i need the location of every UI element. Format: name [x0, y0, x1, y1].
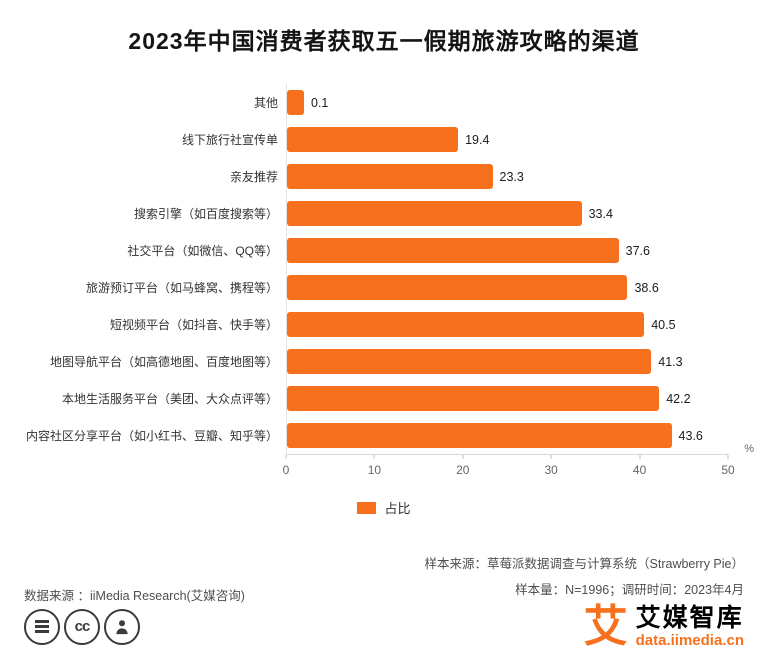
bar-track: 38.6 — [286, 269, 728, 306]
x-tick-label: 0 — [282, 463, 290, 477]
bar-rows: 其他 0.1 线下旅行社宣传单 19.4 亲友推荐 23.3 搜索引擎（如百度搜索等） 33.… — [24, 84, 744, 454]
bar-track: 23.3 — [286, 158, 728, 195]
value-label: 38.6 — [634, 280, 659, 295]
x-tick-mark — [462, 455, 464, 459]
value-label: 42.2 — [666, 391, 691, 406]
bar-track: 37.6 — [286, 232, 728, 269]
iimedia-logo-mark-icon: 艾 — [583, 601, 628, 651]
category-label: 内容社区分享平台（如小红书、豆瓣、知乎等） — [25, 429, 278, 443]
value-label: 43.6 — [678, 428, 703, 443]
bar-track: 40.5 — [286, 306, 728, 343]
x-axis: % 0 10 20 30 40 50 — [24, 443, 754, 480]
x-tick-label: 10 — [367, 463, 382, 477]
sample-info-text: 样本量：N=1996；调研时间：2023年4月 — [515, 583, 744, 598]
cc-icon: cc — [64, 608, 100, 645]
sample-source-block: 样本来源：草莓派数据调查与计算系统（Strawberry Pie） 样本量：N=… — [425, 551, 744, 604]
bar-track: 41.3 — [286, 343, 728, 380]
logo-name: 艾媒智库 — [635, 603, 744, 632]
value-label: 0.1 — [311, 95, 329, 110]
category-label: 线下旅行社宣传单 — [181, 133, 278, 147]
category-label: 本地生活服务平台（美团、大众点评等） — [61, 392, 278, 406]
bar-track: 33.4 — [286, 195, 728, 232]
license-icons: cc — [24, 608, 140, 645]
bar — [287, 90, 304, 115]
bar-row: 地图导航平台（如高德地图、百度地图等） 41.3 — [24, 343, 744, 380]
axis-spacer — [24, 454, 286, 480]
category-label: 旅游预订平台（如马蜂窝、携程等） — [85, 281, 278, 295]
category-label: 地图导航平台（如高德地图、百度地图等） — [49, 355, 278, 369]
bar-row: 搜索引擎（如百度搜索等） 33.4 — [24, 195, 744, 232]
data-source-text: 数据来源 ：iiMedia Research(艾媒咨询) — [24, 588, 245, 603]
value-label: 19.4 — [465, 132, 490, 147]
category-label: 其他 — [253, 96, 278, 110]
bar — [287, 275, 628, 300]
menu-lines-icon — [24, 608, 60, 645]
bar-track: 0.1 — [286, 84, 728, 121]
legend-swatch — [357, 501, 377, 514]
bar-row: 内容社区分享平台（如小红书、豆瓣、知乎等） 43.6 — [24, 417, 744, 454]
bar — [287, 312, 645, 337]
bar-track: 42.2 — [286, 380, 728, 417]
bar-row: 短视频平台（如抖音、快手等） 40.5 — [24, 306, 744, 343]
sample-source-text: 样本来源：草莓派数据调查与计算系统（Strawberry Pie） — [424, 557, 744, 571]
bar-row: 旅游预订平台（如马蜂窝、携程等） 38.6 — [24, 269, 744, 306]
bar-row: 亲友推荐 23.3 — [24, 158, 744, 195]
legend: 占比 — [24, 498, 744, 517]
bar-row: 其他 0.1 — [24, 84, 744, 121]
bar — [287, 349, 652, 374]
x-tick-mark — [285, 455, 287, 459]
x-tick-label: 20 — [456, 463, 470, 477]
chart-title: 2023年中国消费者获取五一假期旅游攻略的渠道 — [128, 28, 640, 54]
category-label: 搜索引擎（如百度搜索等） — [133, 207, 278, 221]
x-axis-ticks: % 0 10 20 30 40 50 — [282, 443, 754, 480]
footer: cc 艾 艾媒智库 data.iimedia.cn — [24, 604, 744, 654]
x-axis-unit: % — [744, 443, 754, 455]
value-label: 23.3 — [499, 169, 524, 184]
bar — [287, 127, 459, 152]
value-label: 33.4 — [588, 206, 613, 221]
bar-track: 19.4 — [286, 121, 728, 158]
x-tick-label: 50 — [721, 463, 735, 477]
logo-text-column: 艾媒智库 data.iimedia.cn — [636, 604, 744, 650]
value-label: 41.3 — [658, 354, 683, 369]
category-label: 亲友推荐 — [229, 170, 278, 184]
iimedia-logo: 艾 艾媒智库 data.iimedia.cn — [584, 604, 744, 650]
x-tick-label: 40 — [632, 463, 647, 477]
bar-row: 本地生活服务平台（美团、大众点评等） 42.2 — [24, 380, 744, 417]
bar-track: 43.6 — [286, 417, 728, 454]
value-label: 37.6 — [625, 243, 650, 258]
bar-row: 线下旅行社宣传单 19.4 — [24, 121, 744, 158]
bar-chart: 其他 0.1 线下旅行社宣传单 19.4 亲友推荐 23.3 搜索引擎（如百度搜索等） 33.… — [24, 84, 754, 480]
category-label: 社交平台（如微信、QQ等） — [127, 244, 278, 258]
x-tick-mark — [727, 455, 729, 459]
bar-row: 社交平台（如微信、QQ等） 37.6 — [24, 232, 744, 269]
logo-url: data.iimedia.cn — [635, 632, 744, 650]
value-label: 40.5 — [651, 317, 676, 332]
legend-label: 占比 — [384, 501, 411, 516]
bar — [287, 423, 672, 448]
x-tick-mark — [550, 455, 552, 459]
bar — [287, 201, 582, 226]
x-tick-label: 30 — [544, 463, 558, 477]
bar — [287, 386, 660, 411]
category-label: 短视频平台（如抖音、快手等） — [109, 318, 278, 332]
person-icon — [104, 608, 140, 645]
bar — [287, 238, 619, 263]
bar — [287, 164, 493, 189]
x-tick-mark — [639, 455, 641, 459]
x-tick-mark — [373, 455, 375, 459]
sources-block: 数据来源 ：iiMedia Research(艾媒咨询) 样本来源：草莓派数据调… — [24, 551, 744, 604]
